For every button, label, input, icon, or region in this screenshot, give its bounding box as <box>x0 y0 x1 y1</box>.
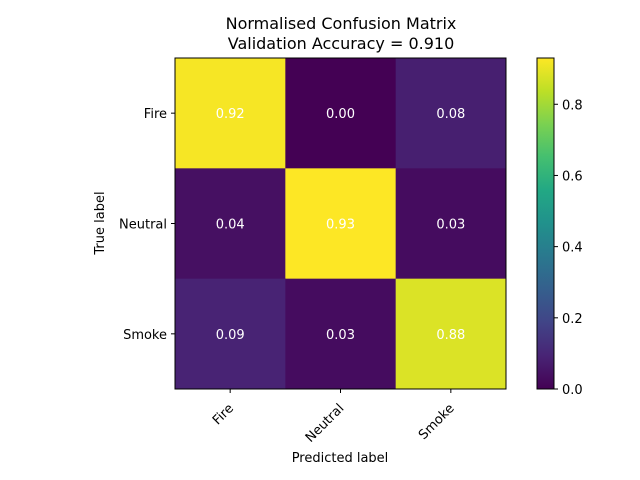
colorbar <box>536 57 555 390</box>
chart-title: Normalised Confusion Matrix <box>226 14 457 33</box>
cell-value-label: 0.04 <box>216 218 245 233</box>
colorbar-tick-label: 0.2 <box>562 312 583 327</box>
x-tick-label: Neutral <box>303 401 348 446</box>
y-axis-label: True label <box>93 191 108 255</box>
colorbar-ticks: 0.0 0.2 0.4 0.6 0.8 <box>554 98 583 398</box>
colorbar-tick-label: 0.4 <box>562 241 583 256</box>
cell-value-label: 0.00 <box>326 107 355 122</box>
heatmap-cell <box>175 278 286 390</box>
heatmap-cell <box>395 168 507 280</box>
colorbar-tick-label: 0.6 <box>562 169 583 184</box>
heatmap-cell <box>395 278 507 390</box>
y-axis-ticks: Fire Neutral Smoke <box>119 107 175 343</box>
heatmap-cell <box>285 168 397 280</box>
heatmap-cell <box>285 58 397 169</box>
cell-value-label: 0.03 <box>326 328 355 343</box>
heatmap-cell <box>285 278 397 390</box>
y-tick-label: Neutral <box>119 218 167 233</box>
cell-value-label: 0.93 <box>326 218 355 233</box>
x-tick-label: Smoke <box>416 401 458 443</box>
colorbar-tick-label: 0.8 <box>562 98 583 113</box>
heatmap-cell <box>395 58 507 169</box>
cell-value-label: 0.09 <box>216 328 245 343</box>
y-tick-label: Fire <box>144 107 167 122</box>
heatmap-cells: 0.92 0.00 0.08 0.04 0.93 0.03 0.09 0.03 0.88 <box>175 58 507 390</box>
cell-value-label: 0.92 <box>216 107 245 122</box>
cell-value-label: 0.08 <box>436 107 465 122</box>
y-tick-label: Smoke <box>123 328 167 343</box>
cell-value-label: 0.88 <box>436 328 465 343</box>
colorbar-tick-label: 0.0 <box>562 383 583 398</box>
cell-value-label: 0.03 <box>436 218 465 233</box>
x-axis-ticks: Fire Neutral Smoke <box>210 389 458 446</box>
chart-subtitle: Validation Accuracy = 0.910 <box>228 34 455 53</box>
heatmap-cell <box>175 58 286 169</box>
heatmap-cell <box>175 168 286 280</box>
x-axis-label: Predicted label <box>292 451 389 466</box>
x-tick-label: Fire <box>210 401 237 428</box>
